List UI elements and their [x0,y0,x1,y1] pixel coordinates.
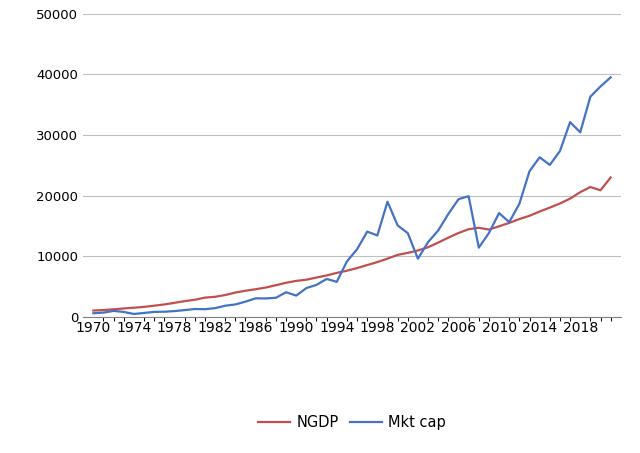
NGDP [130,305,138,310]
Line: Mkt cap: Mkt cap [93,77,611,314]
NGDP [333,270,340,275]
Legend: NGDP, Mkt cap: NGDP, Mkt cap [252,410,452,436]
NGDP [424,245,432,250]
Mkt cap [140,310,148,316]
Mkt cap [414,256,422,261]
NGDP [607,175,614,180]
Mkt cap [90,310,97,316]
NGDP [566,196,574,201]
Mkt cap [577,130,584,135]
Mkt cap [343,259,351,264]
NGDP [272,283,280,288]
Mkt cap [435,228,442,233]
NGDP [90,308,97,313]
Mkt cap [607,75,614,80]
Mkt cap [282,289,290,295]
Line: NGDP: NGDP [93,178,611,311]
Mkt cap [130,311,138,317]
NGDP [404,250,412,255]
